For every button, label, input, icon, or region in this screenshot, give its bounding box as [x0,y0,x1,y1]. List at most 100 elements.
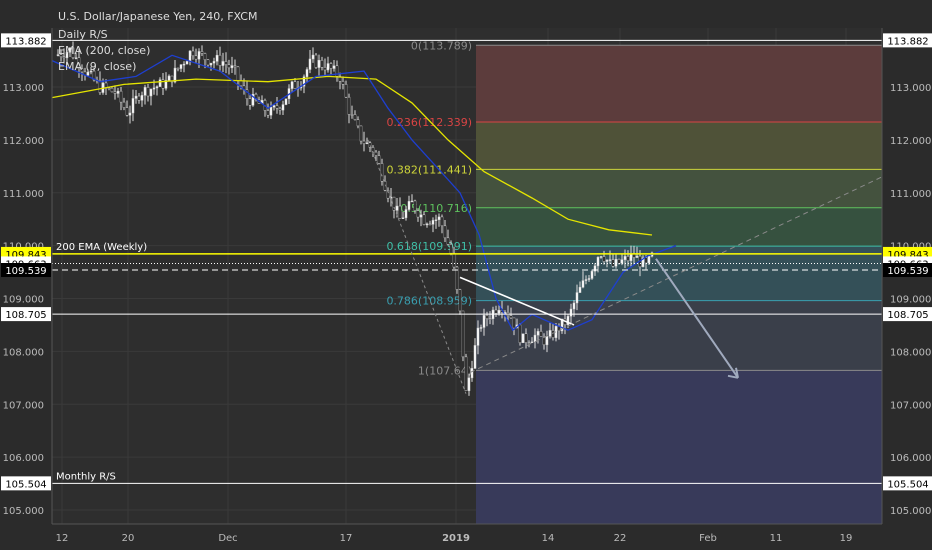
left-price-axis: 105.000106.000107.000108.000109.000110.0… [0,28,53,524]
candle-down [92,70,96,81]
candle-down [377,155,381,164]
candle-down [359,125,363,142]
right-price-tick: 108.000 [890,347,931,358]
candle-up [311,54,315,60]
candle-down [626,256,630,262]
candle-down [275,105,279,109]
candle-up [173,67,177,83]
right-price-tick: 105.000 [890,506,931,517]
left-price-tick: 111.000 [3,189,44,200]
candle-up [209,62,213,66]
candle-up [308,58,312,70]
time-tick: Dec [218,533,237,544]
time-tick: 2019 [442,533,470,544]
horizontal-level-text: Monthly R/S [56,471,116,482]
candle-down [632,253,636,258]
candle-down [416,210,420,218]
candle-down [206,59,210,66]
price-label-right: 108.705 [887,310,928,321]
fib-zone [476,300,882,371]
candle-up [68,47,72,53]
candle-up [182,63,186,66]
candle-up [167,75,171,81]
candle-down [443,225,447,239]
indicator-label[interactable]: Daily R/S [58,28,108,41]
indicator-label[interactable]: EMA (9, close) [58,60,136,73]
candle-up [467,377,471,391]
candle-down [356,119,360,127]
dashed-channel-line[interactable] [469,176,883,373]
fibonacci-retracement [476,44,882,524]
candle-up [179,64,183,69]
candle-down [485,315,489,319]
candle-up [269,106,273,116]
candle-up [482,315,486,328]
fib-label: 0(113.789) [411,39,472,52]
candle-down [233,65,237,68]
candle-up [587,278,591,280]
candle-up [620,259,624,264]
fib-zone [476,45,882,122]
candle-down [62,56,66,59]
candle-up [578,286,582,293]
candle-up [605,259,609,262]
candle-up [614,258,618,267]
candle-down [224,61,228,65]
candle-up [479,327,483,329]
candle-up [569,308,573,317]
candle-down [422,214,426,225]
candle-up [305,69,309,77]
candle-up [530,341,534,344]
candle-down [320,59,324,68]
price-label-left: 108.705 [5,310,46,321]
indicator-label[interactable]: EMA (200, close) [58,44,150,57]
projection-arrow[interactable] [655,258,739,379]
candle-up [128,112,132,116]
candle-up [599,256,603,258]
candle-up [548,330,552,337]
candle-up [593,265,597,272]
candle-down [314,54,318,68]
candle-down [203,53,207,61]
fib-label: 0.236(112.339) [386,116,472,129]
ema-lines [51,54,677,332]
right-price-tick: 109.000 [890,295,931,306]
candle-up [584,279,588,281]
ema-200-line [51,75,653,236]
candle-down [518,324,522,344]
left-price-tick: 112.000 [3,136,44,147]
candle-up [131,98,135,114]
candle-up [401,217,405,219]
price-label-left: 109.539 [5,266,46,277]
candle-down [617,258,621,264]
candle-down [278,108,282,111]
price-label-bg-left [1,476,51,491]
candle-down [446,237,450,245]
fib-label: 0.382(111.441) [386,163,472,176]
time-tick: 20 [122,533,135,544]
candle-down [386,189,390,199]
left-price-tick: 105.000 [3,506,44,517]
candle-down [245,89,249,100]
candle-down [77,57,81,69]
candle-up [116,90,120,94]
left-price-tick: 108.000 [3,347,44,358]
candle-up [188,50,192,62]
candle-down [452,252,456,268]
candle-down [176,67,180,70]
chart-title: U.S. Dollar/Japanese Yen, 240, FXCM [58,10,257,23]
price-label-bg-right [883,307,932,322]
candle-up [56,54,60,56]
candle-down [236,66,240,81]
candle-down [110,87,114,93]
candle-down [644,257,648,264]
right-price-tick: 106.000 [890,453,931,464]
candle-down [227,64,231,69]
candle-down [527,342,531,344]
candle-down [266,110,270,116]
candle-down [458,289,462,312]
candle-down [191,50,195,57]
candle-up [437,216,441,220]
trendline[interactable] [459,276,575,326]
